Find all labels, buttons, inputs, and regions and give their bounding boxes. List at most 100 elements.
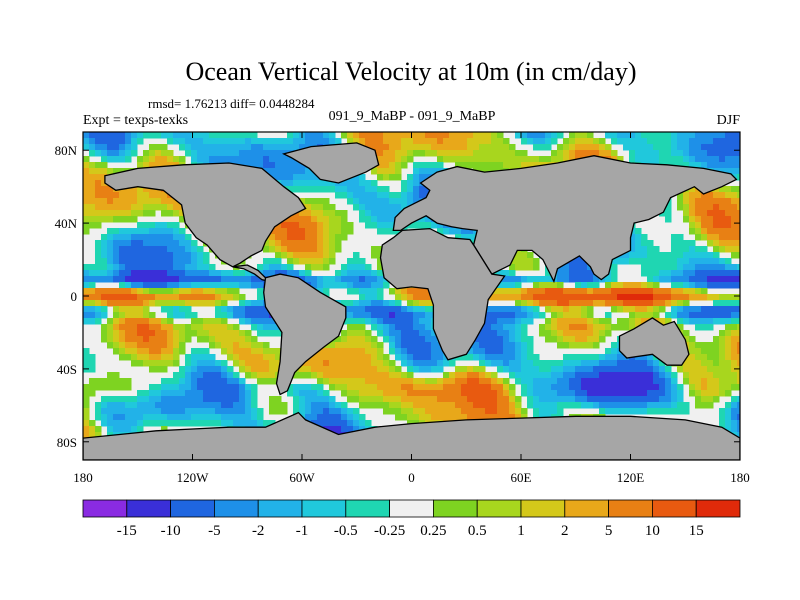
field-cell	[707, 372, 714, 379]
field-cell	[137, 414, 144, 421]
field-cell	[533, 354, 540, 361]
field-cell	[173, 312, 180, 319]
field-cell	[233, 420, 240, 427]
field-cell	[725, 258, 732, 265]
field-cell	[341, 414, 348, 421]
field-cell	[131, 396, 138, 403]
field-cell	[83, 222, 90, 229]
field-cell	[239, 282, 246, 289]
field-cell	[89, 264, 96, 271]
field-cell	[239, 396, 246, 403]
field-cell	[275, 330, 282, 337]
field-cell	[467, 408, 474, 415]
field-cell	[689, 366, 696, 373]
field-cell	[695, 372, 702, 379]
field-cell	[575, 138, 582, 145]
field-cell	[437, 402, 444, 409]
field-cell	[641, 294, 648, 301]
field-cell	[125, 282, 132, 289]
field-cell	[173, 402, 180, 409]
field-cell	[341, 234, 348, 241]
field-cell	[605, 282, 612, 289]
field-cell	[155, 144, 162, 151]
field-cell	[497, 312, 504, 319]
field-cell	[353, 366, 360, 373]
field-cell	[215, 390, 222, 397]
field-cell	[479, 366, 486, 373]
field-cell	[125, 378, 132, 385]
field-cell	[389, 408, 396, 415]
field-cell	[581, 372, 588, 379]
field-cell	[107, 204, 114, 211]
field-cell	[101, 216, 108, 223]
field-cell	[251, 282, 258, 289]
field-cell	[515, 132, 522, 139]
field-cell	[461, 390, 468, 397]
field-cell	[101, 132, 108, 139]
field-cell	[209, 366, 216, 373]
field-cell	[503, 360, 510, 367]
field-cell	[635, 228, 642, 235]
field-cell	[497, 162, 504, 169]
field-cell	[701, 390, 708, 397]
field-cell	[167, 306, 174, 313]
field-cell	[119, 330, 126, 337]
field-cell	[587, 372, 594, 379]
field-cell	[155, 156, 162, 163]
field-cell	[557, 330, 564, 337]
field-cell	[197, 258, 204, 265]
field-cell	[275, 144, 282, 151]
field-cell	[317, 240, 324, 247]
field-cell	[113, 312, 120, 319]
field-cell	[473, 384, 480, 391]
field-cell	[569, 336, 576, 343]
field-cell	[101, 420, 108, 427]
field-cell	[293, 240, 300, 247]
field-cell	[179, 288, 186, 295]
field-cell	[329, 138, 336, 145]
field-cell	[461, 408, 468, 415]
field-cell	[659, 300, 666, 307]
field-cell	[113, 330, 120, 337]
field-cell	[281, 270, 288, 277]
field-cell	[191, 372, 198, 379]
field-cell	[485, 330, 492, 337]
field-cell	[323, 414, 330, 421]
field-cell	[359, 324, 366, 331]
field-cell	[329, 426, 336, 433]
field-cell	[329, 252, 336, 259]
field-cell	[113, 318, 120, 325]
field-cell	[587, 354, 594, 361]
field-cell	[161, 210, 168, 217]
field-cell	[677, 384, 684, 391]
field-cell	[191, 348, 198, 355]
field-cell	[665, 378, 672, 385]
field-cell	[509, 336, 516, 343]
field-cell	[461, 372, 468, 379]
field-cell	[407, 366, 414, 373]
field-cell	[713, 240, 720, 247]
field-cell	[587, 360, 594, 367]
field-cell	[329, 420, 336, 427]
field-cell	[143, 162, 150, 169]
field-cell	[353, 324, 360, 331]
field-cell	[227, 150, 234, 157]
field-cell	[419, 408, 426, 415]
field-cell	[407, 378, 414, 385]
field-cell	[617, 300, 624, 307]
field-cell	[251, 360, 258, 367]
field-cell	[641, 372, 648, 379]
field-cell	[617, 396, 624, 403]
field-cell	[311, 186, 318, 193]
field-cell	[149, 198, 156, 205]
field-cell	[131, 342, 138, 349]
field-cell	[203, 138, 210, 145]
field-cell	[419, 318, 426, 325]
field-cell	[293, 372, 300, 379]
field-cell	[257, 408, 264, 415]
field-cell	[155, 318, 162, 325]
field-cell	[473, 366, 480, 373]
field-cell	[101, 300, 108, 307]
field-cell	[557, 312, 564, 319]
field-cell	[143, 156, 150, 163]
